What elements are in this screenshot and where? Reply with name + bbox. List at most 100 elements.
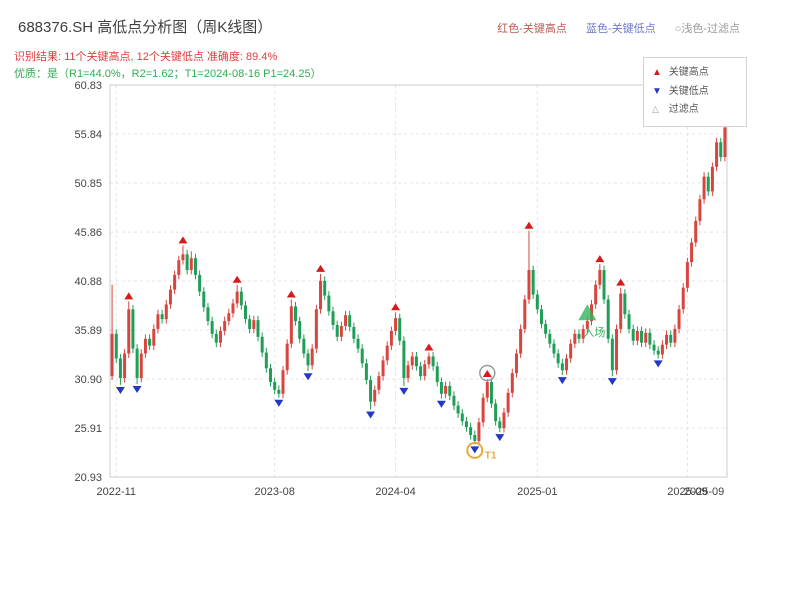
- candle-body: [627, 314, 631, 329]
- candle-body: [360, 348, 364, 364]
- legend-row-key-low: ▼ 关键低点: [652, 83, 738, 102]
- candle-body: [652, 344, 656, 351]
- candle-body: [564, 358, 568, 371]
- y-tick-label: 45.86: [74, 227, 102, 239]
- key-low-marker: [115, 386, 125, 394]
- candle-body: [231, 303, 235, 314]
- legend-box: ▲ 关键高点 ▼ 关键低点 △ 过滤点: [643, 57, 747, 127]
- filtered-triangle-icon: △: [652, 104, 659, 114]
- candle-body: [206, 307, 210, 322]
- candle-body: [210, 321, 214, 334]
- candle-body: [419, 366, 423, 377]
- candle-body: [193, 258, 197, 275]
- key-low-marker: [495, 434, 505, 442]
- candle-body: [539, 309, 543, 325]
- key-high-marker: [391, 303, 401, 311]
- candle-body: [227, 313, 231, 322]
- candle-body: [168, 289, 172, 305]
- candle-body: [177, 260, 181, 275]
- candle-body: [544, 324, 548, 334]
- candle-body: [114, 333, 118, 359]
- color-legend: 红色-关键高点 蓝色-关键低点 ○浅色-过滤点: [481, 20, 740, 36]
- quality-result-text: 优质：是（R1=44.0%，R2=1.62；T1=2024-08-16 P1=2…: [14, 68, 322, 80]
- x-tick-label: 2025-01: [517, 486, 557, 498]
- candle-body: [427, 356, 431, 365]
- candle-body: [569, 343, 573, 359]
- candle-body: [164, 304, 168, 320]
- candle-body: [439, 381, 443, 394]
- candle-body: [502, 412, 506, 429]
- entry-marker: [578, 304, 597, 321]
- candle-body: [660, 344, 664, 355]
- candle-body: [535, 294, 539, 310]
- candle-body: [523, 299, 527, 329]
- candle-body: [694, 220, 698, 243]
- key-low-marker: [399, 387, 409, 395]
- candle-body: [681, 287, 685, 310]
- candle-body: [648, 332, 652, 345]
- candle-body: [702, 176, 706, 200]
- key-low-marker: [557, 377, 567, 385]
- legend-box-filtered-label: 过滤点: [668, 104, 699, 115]
- legend-row-filtered: △ 过滤点: [652, 101, 738, 120]
- candle-body: [631, 328, 635, 341]
- candle-body: [110, 333, 114, 377]
- x-tick-label: 2023-08: [254, 486, 294, 498]
- candle-body: [302, 338, 306, 354]
- candle-body: [394, 318, 398, 331]
- candle-body: [356, 338, 360, 349]
- key-low-marker: [470, 446, 480, 454]
- candle-body: [273, 381, 277, 390]
- candle-body: [235, 291, 239, 304]
- candle-body: [644, 332, 648, 343]
- candle-body: [560, 363, 564, 371]
- candle-body: [214, 333, 218, 343]
- candle-body: [573, 333, 577, 344]
- candle-body: [248, 319, 252, 329]
- candle-body: [285, 343, 289, 371]
- candle-body: [585, 321, 589, 329]
- x-tick-label: 2025-09: [667, 486, 707, 498]
- y-tick-label: 60.83: [74, 80, 102, 92]
- candle-body: [556, 353, 560, 364]
- entry-label: 入场: [583, 325, 605, 339]
- candle-body: [698, 199, 702, 221]
- candle-body: [306, 353, 310, 366]
- candle-body: [243, 305, 247, 320]
- candle-body: [402, 340, 406, 379]
- candle-body: [260, 336, 264, 353]
- y-tick-label: 30.90: [74, 374, 102, 386]
- candle-body: [310, 348, 314, 366]
- legend-row-key-high: ▲ 关键高点: [652, 64, 738, 83]
- candle-body: [344, 315, 348, 326]
- candle-body: [594, 284, 598, 305]
- candle-body: [339, 325, 343, 337]
- candle-body: [552, 343, 556, 354]
- key-high-marker: [595, 255, 605, 263]
- candle-body: [143, 338, 147, 354]
- y-tick-label: 20.93: [74, 472, 102, 484]
- detection-result-text: 识别结果: 11个关键高点, 12个关键低点 准确度: 89.4%: [14, 51, 278, 63]
- candle-body: [252, 320, 256, 329]
- candle-body: [218, 330, 222, 343]
- candle-body: [127, 309, 131, 354]
- candle-body: [431, 356, 435, 367]
- key-high-marker: [232, 275, 242, 283]
- candle-body: [531, 269, 535, 295]
- candle-body: [623, 293, 627, 315]
- candle-body: [373, 389, 377, 402]
- candle-body: [189, 258, 193, 270]
- candle-body: [139, 353, 143, 379]
- candle-body: [152, 328, 156, 346]
- candle-body: [314, 309, 318, 349]
- candle-body: [381, 360, 385, 377]
- candle-body: [173, 274, 177, 290]
- candle-body: [148, 338, 152, 346]
- candle-body: [452, 395, 456, 406]
- candle-body: [519, 328, 523, 354]
- candle-body: [665, 334, 669, 345]
- key-low-marker: [303, 373, 313, 381]
- candle-body: [269, 368, 273, 382]
